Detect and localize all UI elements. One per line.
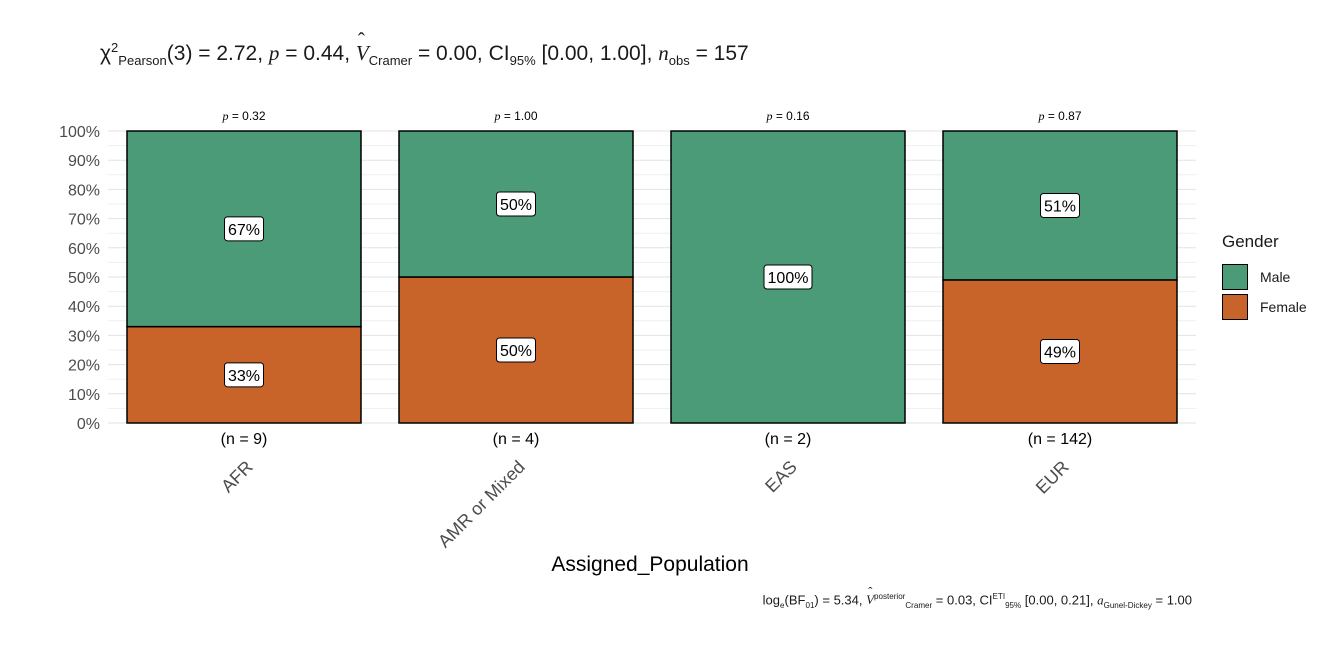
data-label: 50% — [500, 197, 532, 214]
x-tick-label: EAS — [761, 457, 801, 497]
legend-label-female: Female — [1260, 299, 1307, 315]
v-value: = 0.00, CI — [412, 42, 510, 65]
y-tick-label: 50% — [68, 270, 100, 287]
ci-eti-sup: ETI — [992, 592, 1006, 601]
p-label: p — [268, 41, 280, 65]
count-label: (n = 9) — [221, 431, 268, 448]
p-value-label: p = 0.87 — [1037, 109, 1081, 123]
x-tick-label: EUR — [1032, 457, 1073, 498]
chi-sub: Pearson — [118, 53, 167, 69]
v-posterior-sub: Cramer — [905, 600, 933, 610]
ci-sub: 95% — [509, 53, 536, 69]
p-value-number: = 0.87 — [1044, 109, 1081, 123]
v-posterior-sup: posterior — [874, 592, 906, 601]
log-sub: e — [780, 600, 785, 610]
y-tick-label: 70% — [68, 212, 100, 229]
v-posterior-value: = 0.03, CI — [932, 592, 993, 608]
data-label-box — [224, 362, 264, 388]
chart-caption: loge(BF01) = 5.34, VposteriorCramer = 0.… — [762, 584, 1192, 610]
data-label-box — [224, 216, 264, 242]
chi-sup: 2 — [111, 40, 119, 55]
y-tick-label: 100% — [59, 124, 100, 141]
n-value: = 157 — [689, 42, 749, 65]
data-label: 49% — [1044, 344, 1076, 361]
data-label: 33% — [228, 368, 260, 385]
p-value-label: p = 1.00 — [493, 109, 537, 123]
n-sub: obs — [668, 53, 690, 69]
ci-eti-sub: 95% — [1005, 600, 1022, 610]
p-value-number: = 0.32 — [228, 109, 265, 123]
v-sub: Cramer — [368, 53, 413, 69]
legend-label-male: Male — [1260, 269, 1291, 285]
data-label: 67% — [228, 222, 260, 239]
data-label-box — [496, 337, 536, 363]
legend-title: Gender — [1222, 232, 1279, 251]
count-label: (n = 4) — [493, 431, 540, 448]
y-tick-label: 90% — [68, 153, 100, 170]
x-tick-label: AMR or Mixed — [434, 457, 529, 552]
p-value-symbol: p — [221, 109, 228, 123]
log-label: log — [762, 592, 781, 608]
count-label: (n = 142) — [1028, 431, 1092, 448]
x-axis-title: Assigned_Population — [551, 553, 748, 576]
legend: Gender Male Female — [1222, 232, 1307, 322]
p-value-symbol: p — [765, 109, 772, 123]
data-label: 100% — [768, 270, 809, 287]
data-label: 50% — [500, 343, 532, 360]
bf-sub: 01 — [805, 600, 815, 610]
a-label: a — [1097, 592, 1104, 608]
y-tick-label: 0% — [77, 416, 100, 433]
v-label: V — [356, 28, 369, 66]
y-tick-label: 10% — [68, 387, 100, 404]
data-label-box — [763, 264, 813, 290]
p-value-label: p = 0.16 — [765, 109, 809, 123]
bf-label: (BF — [784, 592, 806, 608]
count-label: (n = 2) — [765, 431, 812, 448]
data-label-box — [1040, 192, 1080, 218]
p-value-symbol: p — [493, 109, 500, 123]
y-tick-label: 20% — [68, 358, 100, 375]
legend-item-female: Female — [1222, 292, 1307, 322]
y-tick-label: 60% — [68, 241, 100, 258]
chi-value: (3) = 2.72, — [166, 42, 269, 65]
data-label-box — [496, 191, 536, 217]
p-value-label: p = 0.32 — [221, 109, 265, 123]
chart-subtitle: χ2Pearson(3) = 2.72, p = 0.44, VCramer =… — [100, 28, 749, 69]
x-tick-label: AFR — [217, 457, 257, 497]
y-tick-label: 80% — [68, 182, 100, 199]
p-value-number: = 1.00 — [500, 109, 537, 123]
ci-eti-value: [0.00, 0.21], — [1021, 592, 1098, 608]
data-label: 51% — [1044, 198, 1076, 215]
legend-swatch-female — [1222, 294, 1248, 320]
p-value: = 0.44, — [279, 42, 356, 65]
legend-swatch-male — [1222, 264, 1248, 290]
n-label: n — [658, 41, 669, 65]
v-posterior-label: V — [866, 584, 874, 608]
p-value-symbol: p — [1037, 109, 1044, 123]
legend-item-male: Male — [1222, 262, 1307, 292]
data-label-box — [1040, 338, 1080, 364]
p-value-number: = 0.16 — [772, 109, 809, 123]
chi-symbol: χ — [100, 42, 112, 65]
a-sub: Gunel-Dickey — [1103, 600, 1152, 610]
bf-value: ) = 5.34, — [814, 592, 867, 608]
a-value: = 1.00 — [1151, 592, 1192, 608]
ci-value: [0.00, 1.00], — [535, 42, 659, 65]
y-tick-label: 30% — [68, 328, 100, 345]
y-tick-label: 40% — [68, 299, 100, 316]
